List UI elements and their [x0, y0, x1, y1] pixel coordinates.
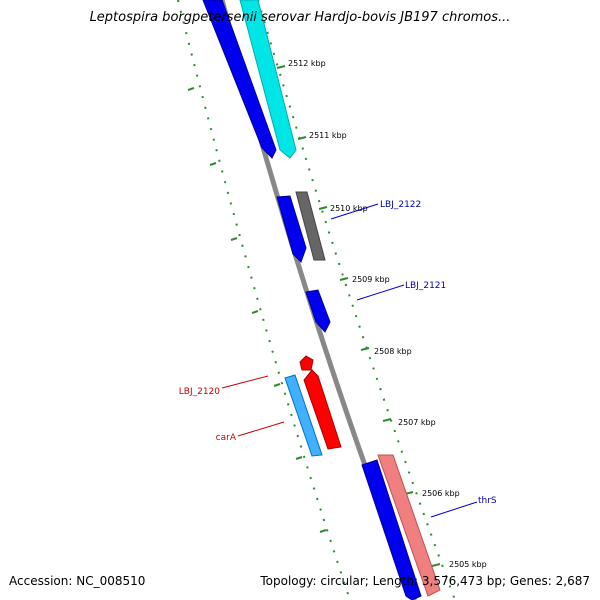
gray-gene-lbj2122[interactable] — [295, 191, 326, 261]
blue-gene-lbj2121[interactable] — [305, 289, 331, 333]
tick-label: 2511 kbp — [309, 131, 347, 140]
red-gene-lbj2120[interactable] — [299, 355, 314, 371]
lightblue-gene[interactable] — [284, 374, 323, 457]
pink-gene-thrS[interactable] — [377, 454, 441, 597]
summary-text: Topology: circular; Length: 3,576,473 bp… — [260, 574, 590, 588]
leader-line — [237, 421, 285, 437]
major-ticks — [276, 65, 441, 567]
leader-line — [330, 203, 379, 220]
gene-label-lbj2121[interactable]: LBJ_2121 — [405, 281, 446, 291]
blue-gene[interactable] — [361, 459, 422, 600]
leader-line — [221, 375, 269, 389]
blue-gene[interactable] — [202, 0, 277, 159]
inner-ticks — [187, 87, 327, 533]
red-gene-carA[interactable] — [303, 369, 342, 450]
leader-line — [430, 501, 478, 518]
tick-label: 2508 kbp — [374, 347, 412, 356]
gene-label-lbj2120[interactable]: LBJ_2120 — [179, 387, 221, 397]
gene-label-lbj2122[interactable]: LBJ_2122 — [380, 200, 421, 210]
gene-label-thrS[interactable]: thrS — [478, 496, 497, 506]
gene-label-carA[interactable]: carA — [216, 433, 237, 443]
accession-text: Accession: NC_008510 — [9, 574, 146, 588]
tick-label: 2512 kbp — [288, 59, 326, 68]
tick-label: 2509 kbp — [352, 275, 390, 284]
blue-gene[interactable] — [276, 195, 307, 263]
cyan-gene[interactable] — [239, 0, 297, 159]
leader-line — [356, 284, 405, 301]
map-title: Leptospira borgpetersenii serovar Hardjo… — [89, 10, 511, 25]
tick-label: 2505 kbp — [449, 560, 487, 569]
tick-label: 2506 kbp — [422, 489, 460, 498]
tick-label: 2507 kbp — [398, 418, 436, 427]
outer-tick-arc — [257, 0, 456, 600]
tick-label: 2510 kbp — [330, 204, 368, 213]
